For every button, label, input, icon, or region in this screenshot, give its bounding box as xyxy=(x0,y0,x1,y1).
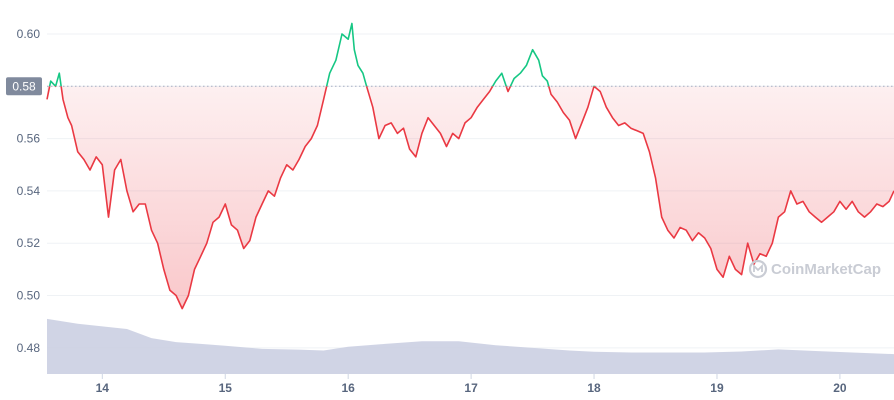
reference-value-label: 0.58 xyxy=(12,79,36,93)
y-axis-ticks: 0.48 0.50 0.52 0.54 0.56 0.60 xyxy=(17,27,41,355)
x-axis-ticks: 14 15 16 17 18 19 20 xyxy=(96,374,847,395)
x-tick-label: 14 xyxy=(96,381,110,395)
y-tick-label: 0.52 xyxy=(17,236,41,250)
y-tick-label: 0.60 xyxy=(17,27,41,41)
x-tick-label: 18 xyxy=(587,381,601,395)
y-tick-label: 0.48 xyxy=(17,341,41,355)
y-tick-label: 0.54 xyxy=(17,184,41,198)
volume-area xyxy=(47,318,894,374)
coinmarketcap-logo-icon xyxy=(748,259,768,279)
x-tick-label: 16 xyxy=(342,381,356,395)
x-tick-label: 17 xyxy=(464,381,478,395)
price-line-below xyxy=(46,86,894,310)
y-tick-label: 0.50 xyxy=(17,289,41,303)
volume-area-group xyxy=(47,318,894,374)
watermark-text: CoinMarketCap xyxy=(771,261,881,278)
price-line-group xyxy=(46,22,894,310)
x-tick-label: 20 xyxy=(833,381,847,395)
below-reference-fill xyxy=(47,86,894,309)
below-reference-fill-group xyxy=(47,86,894,309)
x-tick-label: 15 xyxy=(219,381,233,395)
reference-label-group: 0.58 xyxy=(6,77,42,96)
watermark: CoinMarketCap xyxy=(748,259,881,279)
x-tick-label: 19 xyxy=(710,381,724,395)
reference-value-badge xyxy=(6,77,42,96)
y-tick-label: 0.56 xyxy=(17,132,41,146)
